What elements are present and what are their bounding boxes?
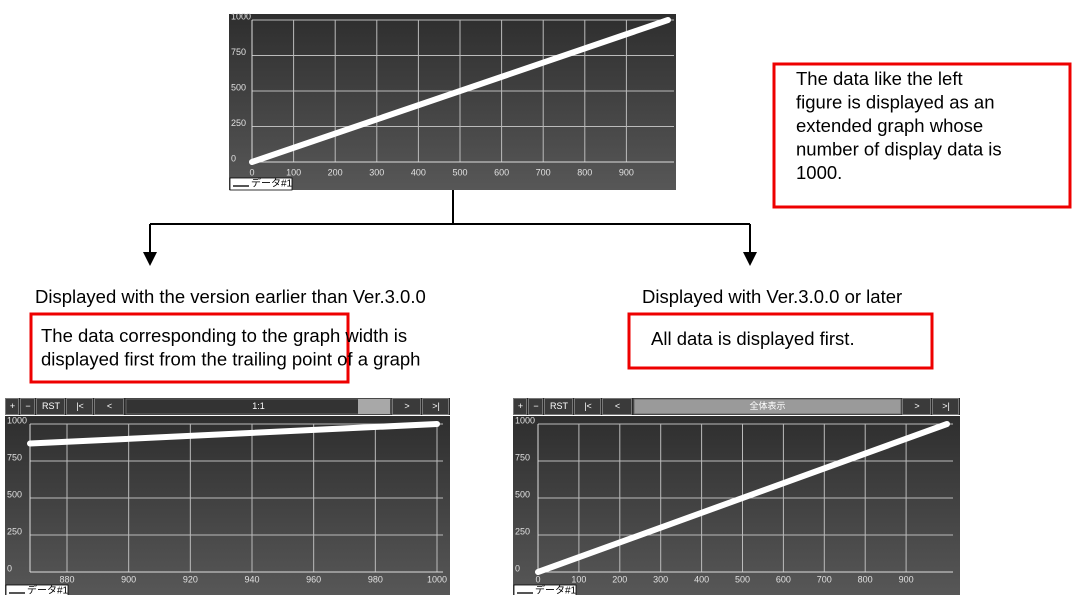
arrow-head [143, 252, 157, 266]
note-text: 1000. [796, 162, 842, 183]
note-text: The data corresponding to the graph widt… [41, 325, 407, 346]
legend-label: データ#1 [27, 584, 69, 595]
toolbar-button-label[interactable]: RST [550, 401, 569, 411]
toolbar-button-label[interactable]: − [533, 401, 538, 411]
y-tick-label: 1000 [7, 415, 27, 425]
toolbar-button-label[interactable]: > [404, 401, 409, 411]
x-tick-label: 200 [328, 167, 343, 177]
toolbar-button-label[interactable]: RST [42, 401, 61, 411]
x-tick-label: 400 [411, 167, 426, 177]
x-tick-label: 0 [535, 574, 540, 584]
x-tick-label: 960 [306, 574, 321, 584]
chart: 0 250 500 750 1000 880 900 920 940 960 980 1000 データ#… [5, 398, 450, 595]
toolbar-button-label[interactable]: >| [942, 401, 950, 411]
x-tick-label: 700 [536, 167, 551, 177]
y-tick-label: 750 [231, 47, 246, 57]
y-tick-label: 750 [7, 452, 22, 462]
branch-heading: Displayed with Ver.3.0.0 or later [642, 286, 902, 307]
x-tick-label: 600 [776, 574, 791, 584]
x-tick-label: 1000 [427, 574, 447, 584]
y-tick-label: 750 [515, 452, 530, 462]
y-tick-label: 500 [7, 489, 22, 499]
y-tick-label: 0 [515, 563, 520, 573]
x-tick-label: 600 [494, 167, 509, 177]
y-tick-label: 250 [231, 118, 246, 128]
y-tick-label: 0 [231, 153, 236, 163]
note-text: displayed first from the trailing point … [41, 348, 420, 369]
x-tick-label: 100 [286, 167, 301, 177]
diagram: Displayed with the version earlier than … [0, 0, 1073, 595]
x-tick-label: 900 [619, 167, 634, 177]
x-tick-label: 100 [571, 574, 586, 584]
toolbar-button-label[interactable]: < [615, 401, 620, 411]
toolbar-button-label[interactable]: − [25, 401, 30, 411]
x-tick-label: 800 [858, 574, 873, 584]
x-tick-label: 300 [369, 167, 384, 177]
x-tick-label: 980 [368, 574, 383, 584]
toolbar-button-label[interactable]: < [107, 401, 112, 411]
toolbar-center-label: 1:1 [252, 401, 265, 411]
x-tick-label: 500 [735, 574, 750, 584]
arrow-head [743, 252, 757, 266]
y-tick-label: 250 [7, 526, 22, 536]
toolbar-button-label[interactable]: |< [76, 401, 84, 411]
chart: 0 250 500 750 1000 0 100 200 300 400 500 600 700 800 9… [513, 398, 960, 595]
toolbar-button-label[interactable]: + [518, 401, 523, 411]
toolbar-button-label[interactable]: >| [432, 401, 440, 411]
x-tick-label: 940 [244, 574, 259, 584]
note-text: All data is displayed first. [651, 328, 855, 349]
note-text: figure is displayed as an [796, 91, 994, 112]
toolbar-button-label[interactable]: > [914, 401, 919, 411]
scroll-thumb[interactable] [358, 399, 390, 414]
note-text: number of display data is [796, 138, 1002, 159]
y-tick-label: 1000 [515, 415, 535, 425]
x-tick-label: 500 [452, 167, 467, 177]
x-tick-label: 700 [817, 574, 832, 584]
y-tick-label: 250 [515, 526, 530, 536]
legend-label: データ#1 [535, 584, 577, 595]
y-tick-label: 500 [231, 82, 246, 92]
x-tick-label: 900 [121, 574, 136, 584]
x-tick-label: 200 [612, 574, 627, 584]
x-tick-label: 300 [653, 574, 668, 584]
x-tick-label: 900 [899, 574, 914, 584]
toolbar-center-label: 全体表示 [749, 400, 785, 411]
x-tick-label: 920 [183, 574, 198, 584]
y-tick-label: 500 [515, 489, 530, 499]
note-text: extended graph whose [796, 115, 983, 136]
toolbar-button-label[interactable]: + [10, 401, 15, 411]
x-tick-label: 880 [59, 574, 74, 584]
branch-heading: Displayed with the version earlier than … [35, 286, 426, 307]
y-tick-label: 1000 [231, 11, 251, 21]
note-text: The data like the left [796, 68, 963, 89]
x-tick-label: 800 [577, 167, 592, 177]
y-tick-label: 0 [7, 563, 12, 573]
chart: 0 250 500 750 1000 0 100 200 300 400 500 600 700 800 9… [229, 11, 676, 190]
page: {"chart_data": [ {"type": "line", "x": [… [0, 0, 1073, 595]
legend-label: データ#1 [251, 177, 293, 190]
connector [150, 189, 750, 252]
toolbar-button-label[interactable]: |< [584, 401, 592, 411]
x-tick-label: 0 [249, 167, 254, 177]
x-tick-label: 400 [694, 574, 709, 584]
